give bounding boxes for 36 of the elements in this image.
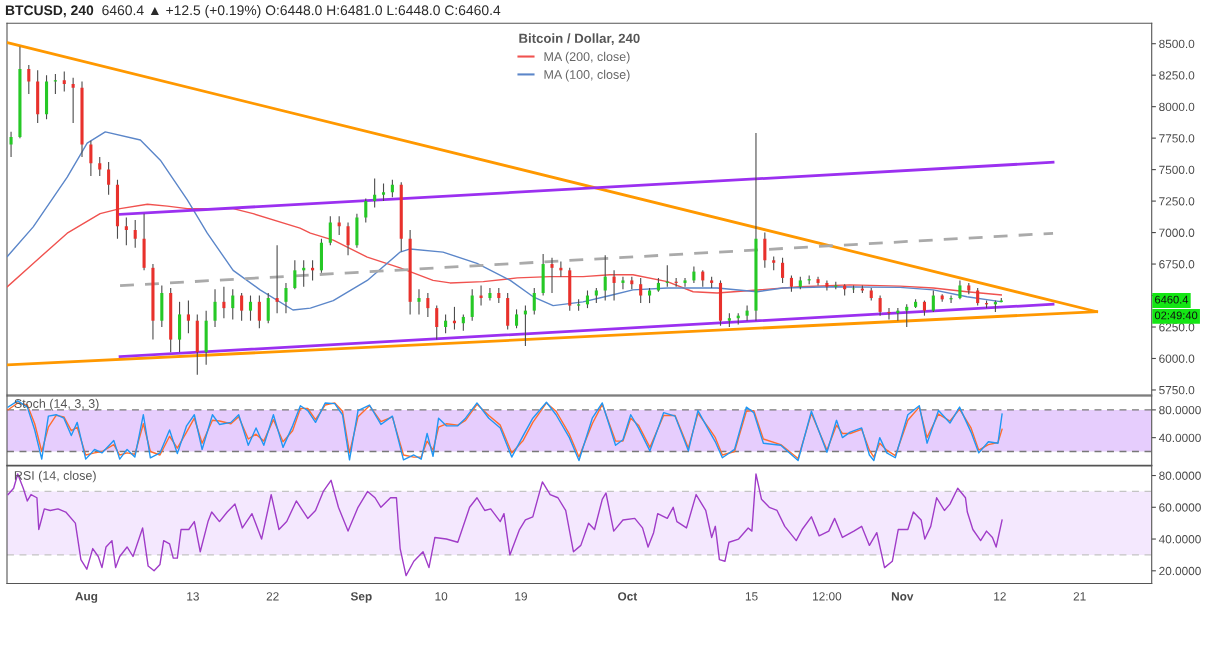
x-tick-label: Sep	[350, 592, 372, 603]
y-tick-label: 7500.0	[1159, 165, 1195, 175]
x-tick-label: 19	[515, 592, 527, 601]
x-tick-label: Oct	[618, 592, 638, 601]
annotation: 6460.4	[1155, 295, 1189, 304]
y-tick-label: 6750.0	[1159, 260, 1195, 269]
y-tick-label: 6250.0	[1159, 323, 1195, 332]
y-tick-label: 60.0000	[1159, 503, 1201, 512]
y-tick-label: 80.0000	[1159, 471, 1201, 480]
x-tick-label: Nov	[891, 592, 914, 601]
x-tick-label: 13	[187, 592, 199, 601]
x-tick-label: 15	[745, 592, 758, 601]
chart-title: BTCUSD, 240	[5, 5, 94, 18]
x-tick-label: 12	[994, 592, 1006, 601]
y-tick-label: 40.0000	[1158, 433, 1201, 443]
legend-title: Bitcoin / Dollar, 240	[519, 33, 640, 45]
x-tick-label: Aug	[75, 592, 98, 603]
y-tick-label: 5750.0	[1159, 386, 1195, 395]
x-tick-label: 12:00	[813, 592, 842, 601]
x-tick-label: 22	[266, 592, 279, 601]
x-tick-label: 21	[1073, 592, 1086, 601]
y-tick-label: 7750.0	[1159, 134, 1195, 143]
legend-label: MA (200, close)	[544, 51, 630, 64]
y-tick-label: 7250.0	[1159, 197, 1195, 206]
y-tick-label: 40.0000	[1158, 535, 1201, 544]
y-tick-label: 6000.0	[1159, 354, 1195, 363]
y-tick-label: 7000.0	[1159, 228, 1195, 237]
y-tick-label: 8250.0	[1159, 71, 1195, 80]
y-tick-label: 8000.0	[1159, 102, 1195, 112]
y-tick-label: 20.0000	[1159, 566, 1201, 576]
y-tick-label: 80.0000	[1159, 405, 1201, 415]
legend-label: MA (100, close)	[544, 69, 630, 82]
y-tick-label: 8500.0	[1159, 39, 1195, 49]
text: 02:49:40	[1154, 311, 1198, 320]
chart-subtitle: 6460.4 ▲ +12.5 (+0.19%) O:6448.0 H:6481.0 L:6448.0 C:6460.4	[102, 5, 501, 18]
x-tick-label: 10	[435, 592, 448, 601]
